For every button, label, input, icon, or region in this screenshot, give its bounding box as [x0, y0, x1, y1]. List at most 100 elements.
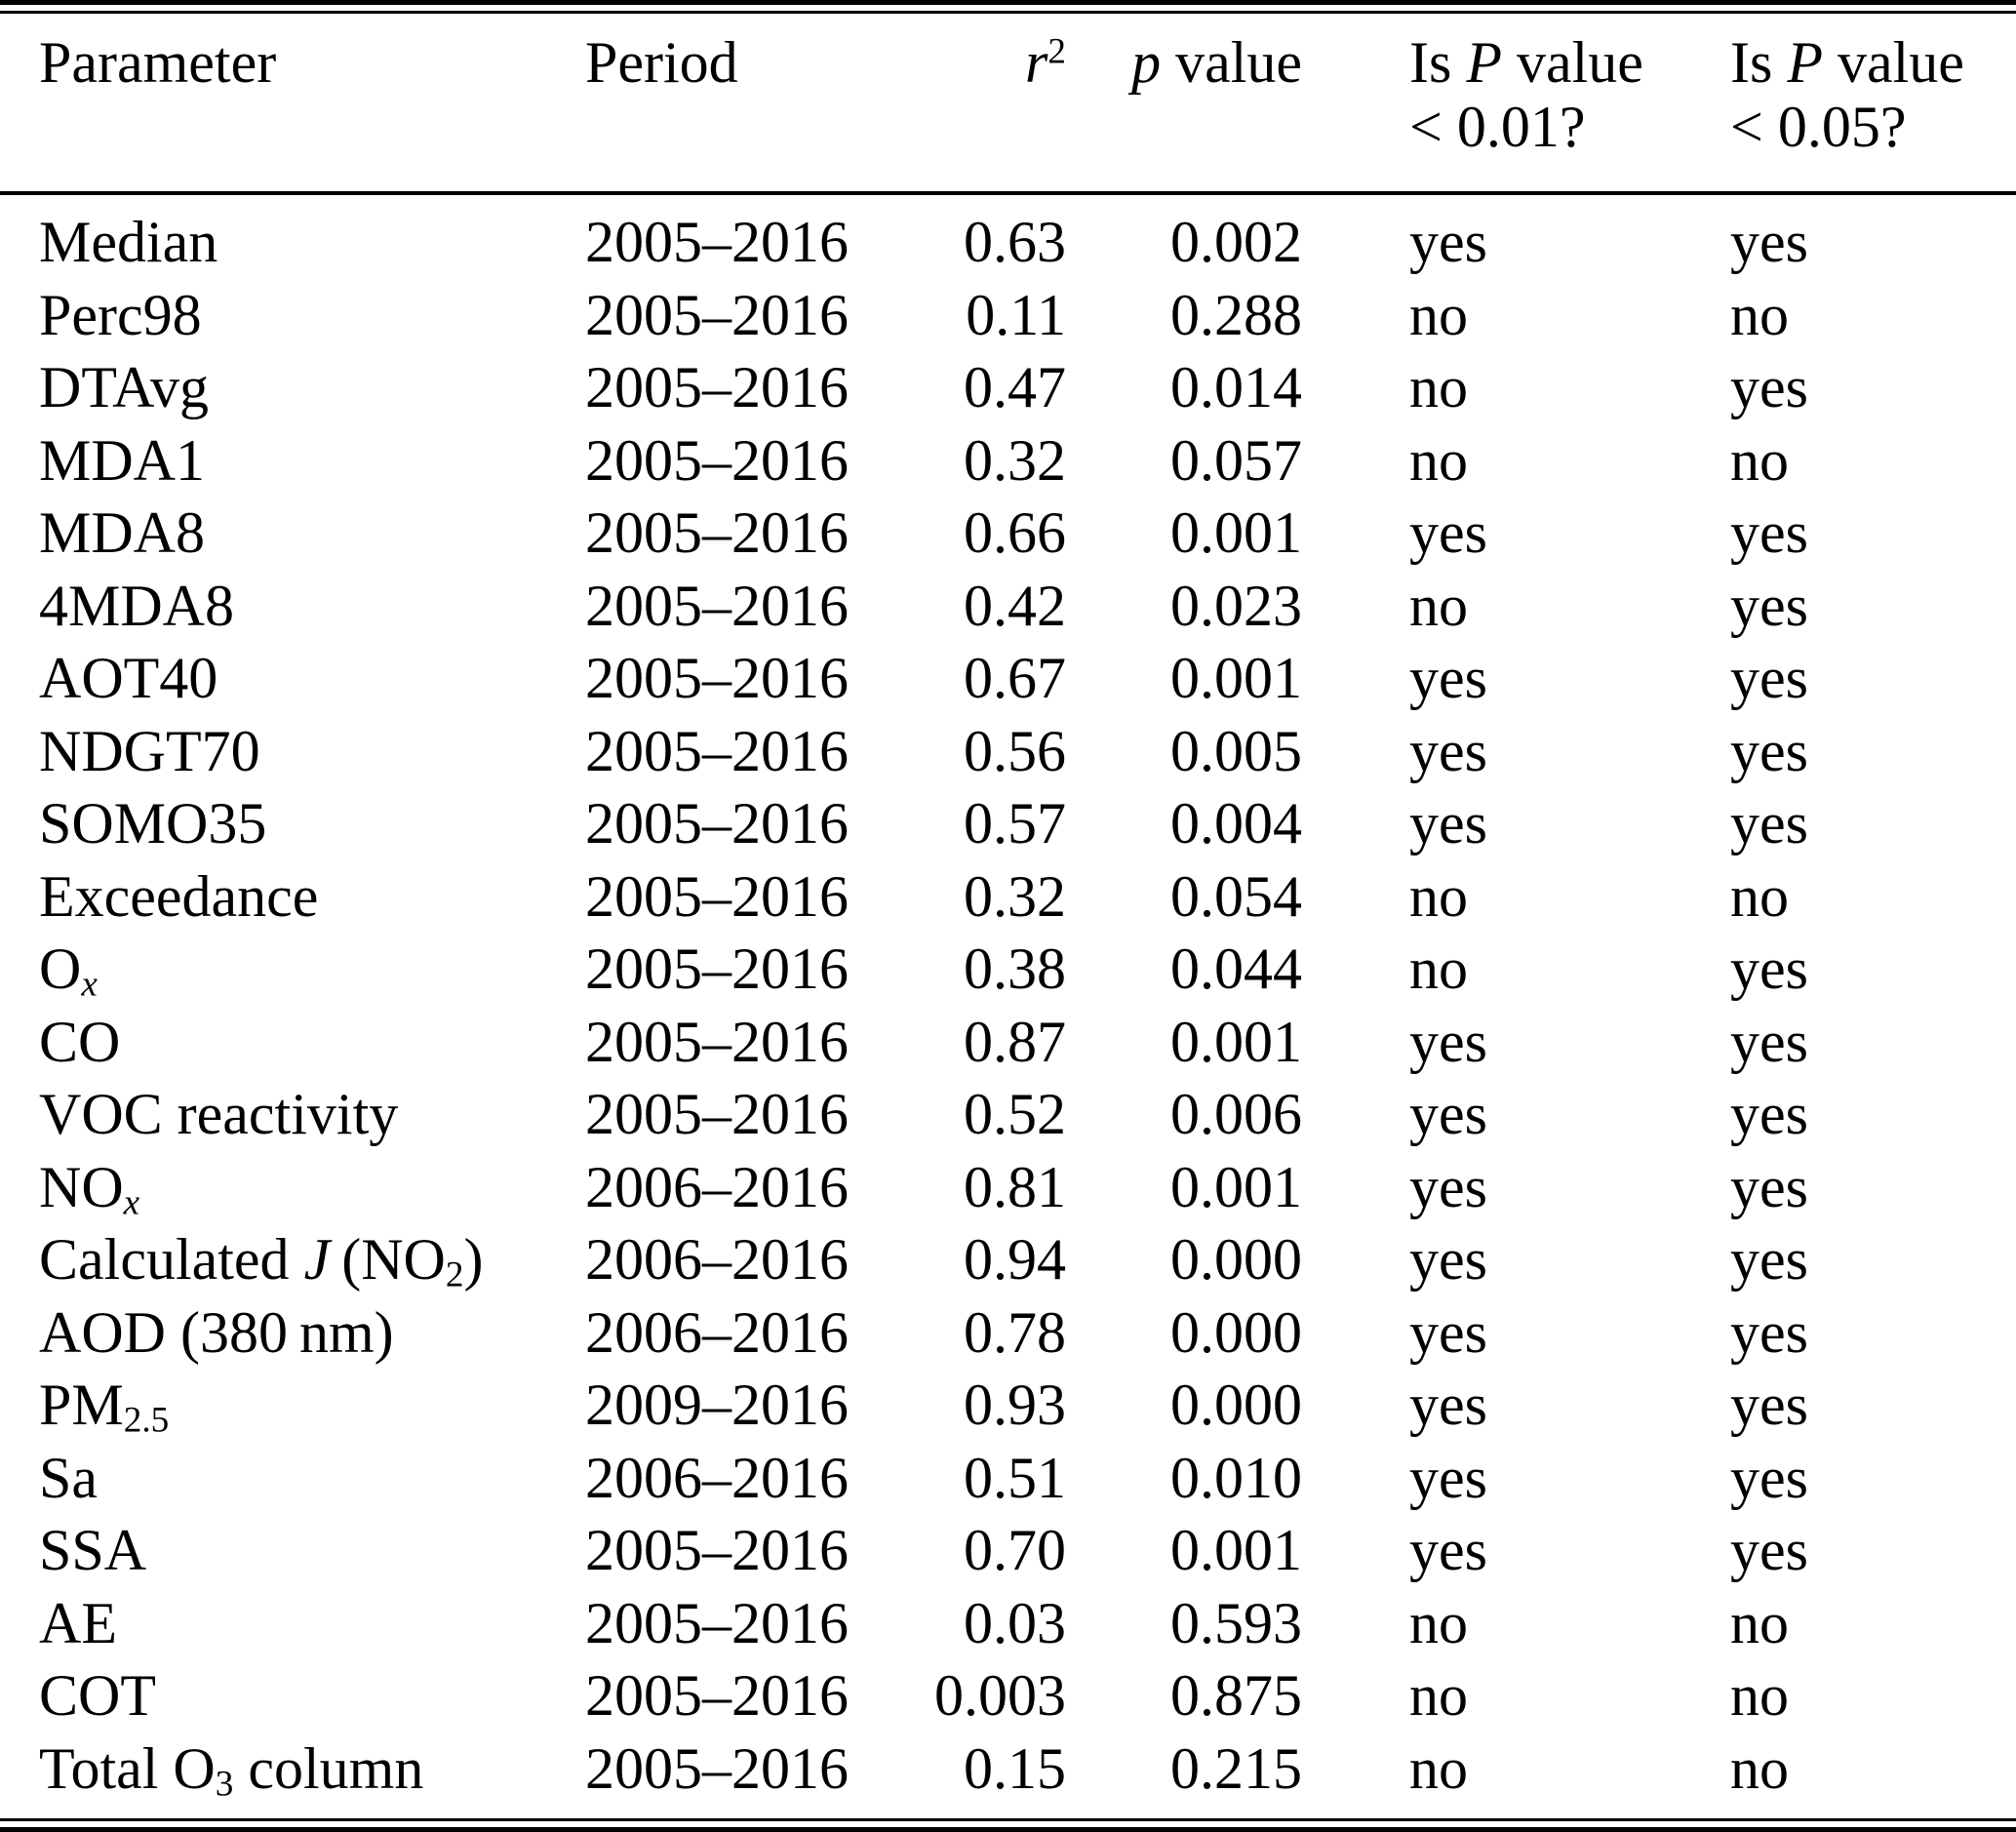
cell-r2: 0.67 [912, 642, 1066, 715]
cell-r2: 0.87 [912, 1006, 1066, 1079]
cell-p_lt_0_01: no [1302, 860, 1723, 934]
text-segment: Sa [39, 1445, 98, 1510]
text-segment: Exceedance [39, 863, 319, 929]
text-segment: r [1025, 30, 1048, 95]
text-segment: value [1502, 30, 1643, 95]
cell-p_value: 0.001 [1066, 642, 1302, 715]
bottom-rule-gap [0, 1821, 2016, 1827]
text-segment: x [81, 964, 98, 1005]
header-line: Is P value [1409, 30, 1723, 95]
cell-parameter: NOx [0, 1151, 573, 1224]
table-row: Total O3 column 2005–2016 0.15 0.215 no no [0, 1732, 2016, 1806]
text-segment: 0.32 [964, 427, 1066, 493]
cell-p_lt_0_05: yes [1723, 1006, 2016, 1079]
text-segment: 0.000 [1170, 1227, 1302, 1292]
cell-period: 2005–2016 [573, 1587, 912, 1660]
text-segment: no [1409, 1590, 1468, 1655]
text-segment: 0.002 [1170, 210, 1302, 274]
cell-p_lt_0_05: no [1723, 279, 2016, 352]
header-row: Parameter Period r2 p value Is P value < 0.01… [0, 14, 2016, 195]
cell-p_value: 0.593 [1066, 1587, 1302, 1660]
cell-parameter: PM2.5 [0, 1369, 573, 1442]
text-segment: yes [1730, 573, 1808, 638]
text-segment: no [1730, 1735, 1789, 1801]
text-segment: 2005–2016 [585, 573, 849, 638]
cell-p_lt_0_05: yes [1723, 193, 2016, 279]
cell-parameter: NDGT70 [0, 715, 573, 788]
text-segment: yes [1409, 1299, 1487, 1365]
table-row: Calculated J (NO2) 2006–2016 0.94 0.000 yes y… [0, 1223, 2016, 1296]
cell-p_lt_0_01: no [1302, 424, 1723, 498]
text-segment: Perc98 [39, 282, 202, 347]
text-segment: Median [39, 210, 218, 274]
cell-p_lt_0_05: yes [1723, 933, 2016, 1006]
cell-r2: 0.93 [912, 1369, 1066, 1442]
text-segment: yes [1409, 1518, 1487, 1582]
cell-r2: 0.52 [912, 1078, 1066, 1151]
text-segment: 0.044 [1170, 936, 1302, 1001]
cell-p_value: 0.006 [1066, 1078, 1302, 1151]
cell-r2: 0.32 [912, 424, 1066, 498]
text-segment: value [1161, 30, 1302, 95]
cell-p_lt_0_05: yes [1723, 1296, 2016, 1370]
text-segment: 0.001 [1170, 1154, 1302, 1219]
header-line: Period [585, 30, 912, 95]
text-segment: yes [1409, 791, 1487, 856]
text-segment: yes [1730, 1518, 1808, 1582]
table-row: NOx 2006–2016 0.81 0.001 yes yes [0, 1151, 2016, 1224]
text-segment: 0.010 [1170, 1445, 1302, 1510]
cell-period: 2005–2016 [573, 642, 912, 715]
text-segment: O [39, 936, 82, 1001]
cell-p_lt_0_05: no [1723, 1659, 2016, 1732]
text-segment: DTAvg [39, 355, 210, 419]
text-segment: yes [1409, 500, 1487, 565]
text-segment: no [1409, 863, 1468, 929]
text-segment: SSA [39, 1518, 147, 1582]
text-segment: Calculated [39, 1227, 304, 1292]
cell-p_value: 0.001 [1066, 1514, 1302, 1587]
text-segment: 0.054 [1170, 863, 1302, 929]
header-line: p value [1066, 30, 1302, 95]
cell-parameter: Exceedance [0, 860, 573, 934]
text-segment: CO [39, 1009, 121, 1074]
text-segment: no [1409, 282, 1468, 347]
cell-r2: 0.57 [912, 787, 1066, 860]
text-segment: x [123, 1181, 140, 1222]
text-segment: 0.57 [964, 791, 1066, 856]
text-segment: 0.215 [1170, 1735, 1302, 1801]
text-segment: 0.56 [964, 718, 1066, 783]
cell-period: 2005–2016 [573, 1514, 912, 1587]
cell-period: 2006–2016 [573, 1442, 912, 1515]
cell-r2: 0.38 [912, 933, 1066, 1006]
cell-p_value: 0.057 [1066, 424, 1302, 498]
text-segment: yes [1730, 500, 1808, 565]
cell-p_value: 0.014 [1066, 351, 1302, 424]
text-segment: 2005–2016 [585, 1518, 849, 1582]
cell-p_lt_0_05: no [1723, 1587, 2016, 1660]
text-segment: J [303, 1227, 331, 1292]
table-row: Exceedance 2005–2016 0.32 0.054 no no [0, 860, 2016, 934]
table-row: Sa 2006–2016 0.51 0.010 yes yes [0, 1442, 2016, 1515]
cell-period: 2005–2016 [573, 1732, 912, 1806]
column-header-p_lt_0_05: Is P value < 0.05? [1723, 14, 2016, 195]
text-segment: yes [1409, 1445, 1487, 1510]
header-line: Parameter [39, 30, 573, 95]
text-segment: yes [1730, 718, 1808, 783]
cell-p_value: 0.215 [1066, 1732, 1302, 1806]
cell-period: 2006–2016 [573, 1223, 912, 1296]
text-segment: no [1409, 1663, 1468, 1728]
text-segment: P [1787, 30, 1823, 95]
cell-p_lt_0_01: yes [1302, 1223, 1723, 1296]
cell-parameter: Sa [0, 1442, 573, 1515]
cell-p_lt_0_05: no [1723, 1732, 2016, 1806]
cell-p_lt_0_05: yes [1723, 1151, 2016, 1224]
cell-p_lt_0_01: yes [1302, 193, 1723, 279]
text-segment: NO [39, 1154, 124, 1219]
text-segment: 2005–2016 [585, 282, 849, 347]
cell-p_lt_0_01: no [1302, 570, 1723, 643]
text-segment: (NO [330, 1227, 446, 1292]
text-segment: 0.81 [964, 1154, 1066, 1219]
text-segment: 0.593 [1170, 1590, 1302, 1655]
text-segment: MDA8 [39, 500, 206, 565]
table-row: Median 2005–2016 0.63 0.002 yes yes [0, 193, 2016, 279]
